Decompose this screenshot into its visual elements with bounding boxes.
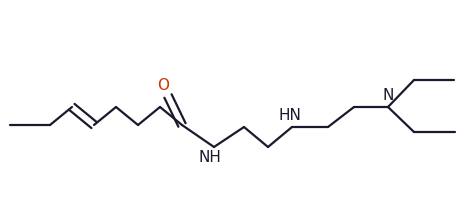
Text: NH: NH (199, 150, 221, 166)
Text: HN: HN (279, 109, 301, 123)
Text: O: O (157, 78, 169, 94)
Text: N: N (382, 89, 394, 103)
